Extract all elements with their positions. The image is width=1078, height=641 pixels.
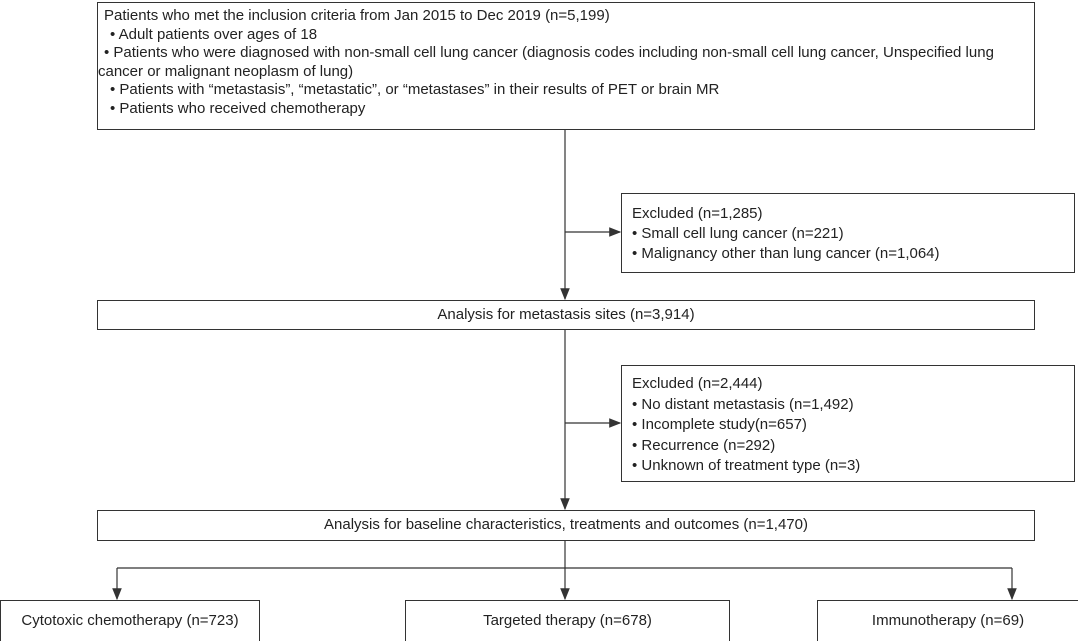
bullet: • Patients who received chemotherapy <box>110 99 366 117</box>
inclusion-box: Patients who met the inclusion criteria … <box>97 2 1035 130</box>
bullet: • Small cell lung cancer (n=221) <box>632 225 844 242</box>
analysis-box: Analysis for baseline characteristics, t… <box>97 510 1035 541</box>
bullet: • Recurrence (n=292) <box>632 436 776 454</box>
bullet: • No distant metastasis (n=1,492) <box>632 395 854 413</box>
group-box: Cytotoxic chemotherapy (n=723) <box>0 600 260 641</box>
bullet: • Unknown of treatment type (n=3) <box>632 457 861 474</box>
box-title: Excluded (n=1,285) <box>632 205 763 222</box>
box-label: Analysis for baseline characteristics, t… <box>324 516 808 534</box>
analysis-box: Analysis for metastasis sites (n=3,914) <box>97 300 1035 330</box>
bullet: • Adult patients over ages of 18 <box>110 25 318 43</box>
bullet: • Incomplete study(n=657) <box>632 416 807 433</box>
excluded-box: Excluded (n=1,285) • Small cell lung can… <box>621 193 1075 273</box>
box-label: Cytotoxic chemotherapy (n=723) <box>21 611 239 629</box>
bullet: • Malignancy other than lung cancer (n=1… <box>632 245 940 262</box>
bullet: • Patients with “metastasis”, “metastati… <box>110 81 720 98</box>
box-label: Targeted therapy (n=678) <box>483 611 652 629</box>
box-label: Immunotherapy (n=69) <box>871 611 1025 629</box>
bullet: • Patients who were diagnosed with non-s… <box>98 44 994 80</box>
excluded-box: Excluded (n=2,444) • No distant metastas… <box>621 365 1075 482</box>
group-box: Targeted therapy (n=678) <box>405 600 730 641</box>
box-title: Patients who met the inclusion criteria … <box>104 7 610 24</box>
box-title: Excluded (n=2,444) <box>632 375 763 392</box>
box-label: Analysis for metastasis sites (n=3,914) <box>437 305 695 323</box>
group-box: Immunotherapy (n=69) <box>817 600 1078 641</box>
